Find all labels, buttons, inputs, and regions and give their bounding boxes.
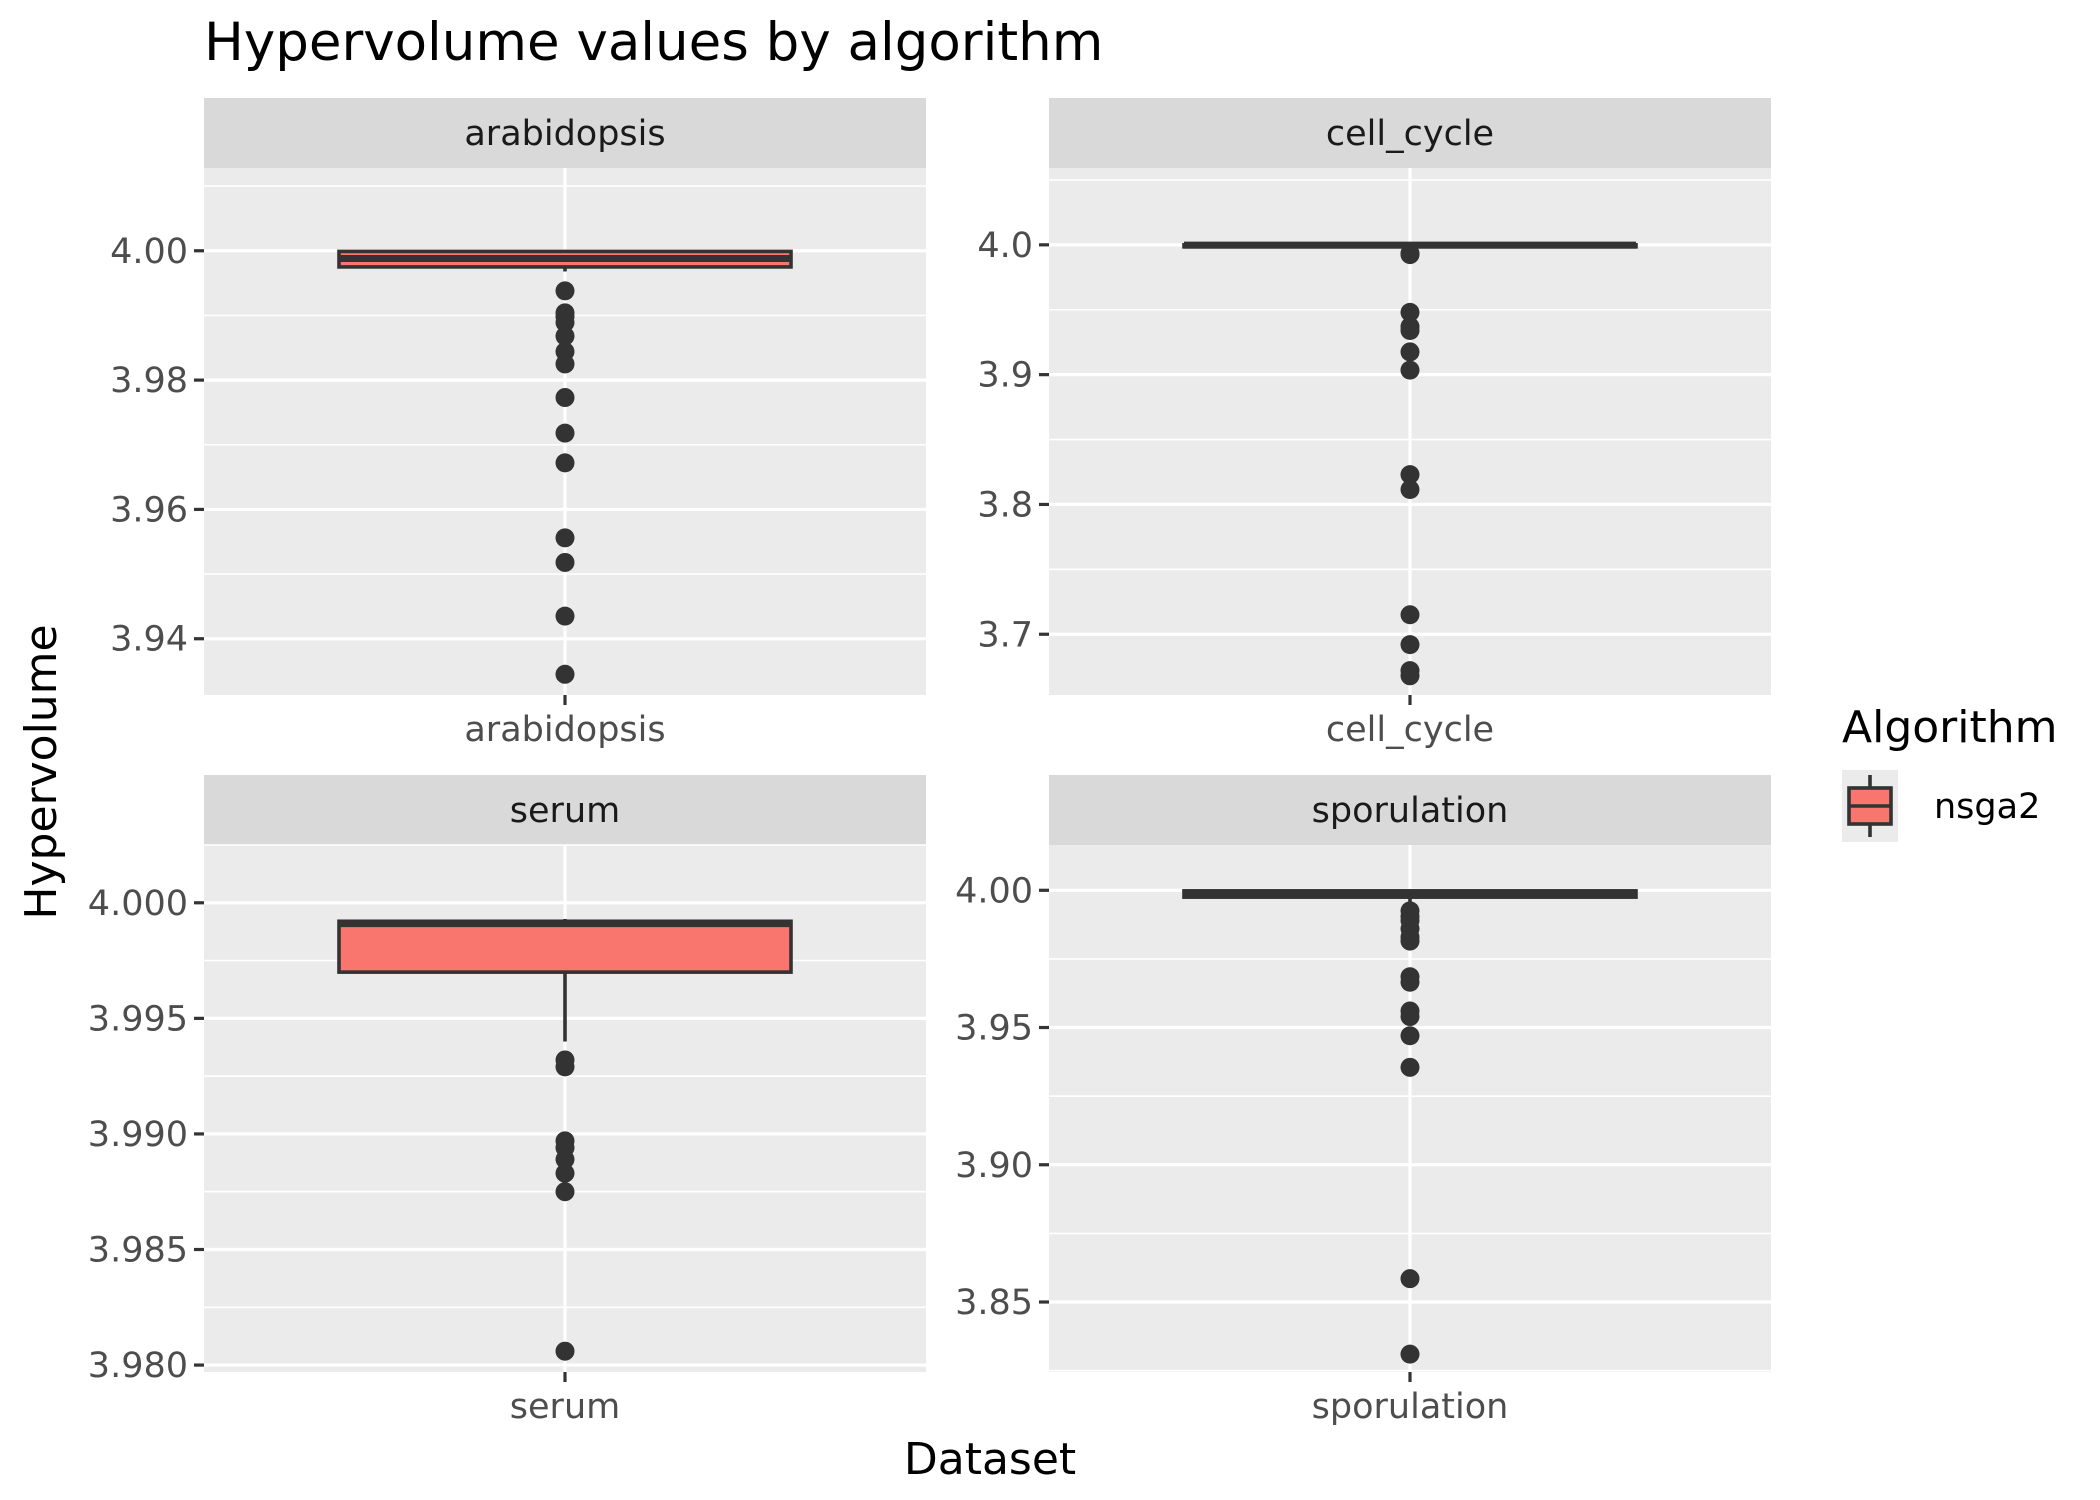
x-tick-label: serum bbox=[510, 1387, 620, 1427]
outlier-point bbox=[555, 453, 575, 473]
facet-cell_cycle: cell_cycle 3.7 3.8 3.9 4.0 cell_cycle bbox=[977, 98, 1771, 750]
strip-background bbox=[1049, 98, 1771, 168]
y-tick-label: 3.990 bbox=[88, 1115, 188, 1155]
x-axis-title: Dataset bbox=[904, 1434, 1076, 1485]
outlier-point bbox=[1400, 360, 1420, 380]
facet-sporulation: sporulation 3.85 3.90 3.95 4.00 sporulation bbox=[955, 775, 1771, 1427]
outlier-point bbox=[555, 1182, 575, 1202]
y-tick-label: 3.95 bbox=[955, 1009, 1033, 1049]
outlier-point bbox=[1400, 1057, 1420, 1077]
strip-label: serum bbox=[510, 791, 620, 831]
y-tick-label: 3.90 bbox=[955, 1146, 1033, 1186]
outlier-point bbox=[555, 388, 575, 408]
legend: Algorithm nsga2 bbox=[1842, 702, 2058, 842]
y-tick-label: 4.00 bbox=[110, 232, 188, 272]
outlier-point bbox=[1400, 302, 1420, 322]
y-tick-label: 3.995 bbox=[88, 999, 188, 1039]
outlier-point bbox=[555, 1057, 575, 1077]
y-tick-label: 4.00 bbox=[955, 871, 1033, 911]
outlier-point bbox=[1400, 635, 1420, 655]
strip-label: arabidopsis bbox=[464, 114, 665, 154]
outlier-point bbox=[1400, 1007, 1420, 1027]
y-tick-label: 4.0 bbox=[977, 226, 1033, 266]
outlier-point bbox=[1400, 480, 1420, 500]
y-tick-label: 4.000 bbox=[88, 884, 188, 924]
outlier-point bbox=[1400, 465, 1420, 485]
x-tick-label: arabidopsis bbox=[464, 710, 665, 750]
outlier-point bbox=[555, 1341, 575, 1361]
y-axis-title: Hypervolume bbox=[16, 624, 67, 919]
outlier-point bbox=[555, 281, 575, 301]
outlier-point bbox=[1400, 1344, 1420, 1364]
outlier-point bbox=[555, 664, 575, 684]
outlier-point bbox=[555, 552, 575, 572]
y-tick-label: 3.980 bbox=[88, 1346, 188, 1386]
outlier-point bbox=[1400, 931, 1420, 951]
strip-background bbox=[1049, 775, 1771, 845]
y-tick-label: 3.96 bbox=[110, 490, 188, 530]
outlier-point bbox=[555, 1149, 575, 1169]
x-tick-label: sporulation bbox=[1312, 1387, 1509, 1427]
outlier-point bbox=[555, 606, 575, 626]
x-tick-label: cell_cycle bbox=[1326, 710, 1494, 750]
outlier-point bbox=[555, 423, 575, 443]
box bbox=[337, 919, 793, 974]
facet-grid: arabidopsis 3.94 3.96 3.98 4.00 arabidopsis ce… bbox=[88, 98, 1771, 1427]
outlier-point bbox=[1400, 605, 1420, 625]
outlier-point bbox=[1400, 1269, 1420, 1289]
strip-background bbox=[204, 775, 926, 845]
y-tick-label: 3.8 bbox=[977, 485, 1033, 525]
outlier-point bbox=[1400, 321, 1420, 341]
y-tick-label: 3.94 bbox=[110, 620, 188, 660]
outlier-point bbox=[1400, 245, 1420, 265]
outlier-point bbox=[555, 313, 575, 333]
outlier-point bbox=[1400, 1026, 1420, 1046]
outlier-point bbox=[1400, 666, 1420, 686]
y-tick-label: 3.985 bbox=[88, 1230, 188, 1270]
strip-label: cell_cycle bbox=[1326, 114, 1494, 154]
y-tick-label: 3.98 bbox=[110, 361, 188, 401]
legend-title: Algorithm bbox=[1842, 702, 2058, 753]
outlier-point bbox=[555, 326, 575, 346]
facet-arabidopsis: arabidopsis 3.94 3.96 3.98 4.00 arabidopsis bbox=[110, 98, 926, 750]
strip-background bbox=[204, 98, 926, 168]
strip-label: sporulation bbox=[1312, 791, 1509, 831]
legend-label-nsga2: nsga2 bbox=[1934, 787, 2040, 827]
outlier-point bbox=[555, 528, 575, 548]
outlier-point bbox=[555, 1163, 575, 1183]
outlier-point bbox=[1400, 972, 1420, 992]
y-tick-label: 3.9 bbox=[977, 356, 1033, 396]
plot-title: Hypervolume values by algorithm bbox=[204, 12, 1103, 73]
facet-serum: serum 3.980 3.985 3.990 3.995 4.000 serum bbox=[88, 775, 926, 1427]
outlier-point bbox=[1400, 342, 1420, 362]
y-tick-label: 3.7 bbox=[977, 615, 1033, 655]
outlier-point bbox=[555, 354, 575, 374]
y-tick-label: 3.85 bbox=[955, 1283, 1033, 1323]
